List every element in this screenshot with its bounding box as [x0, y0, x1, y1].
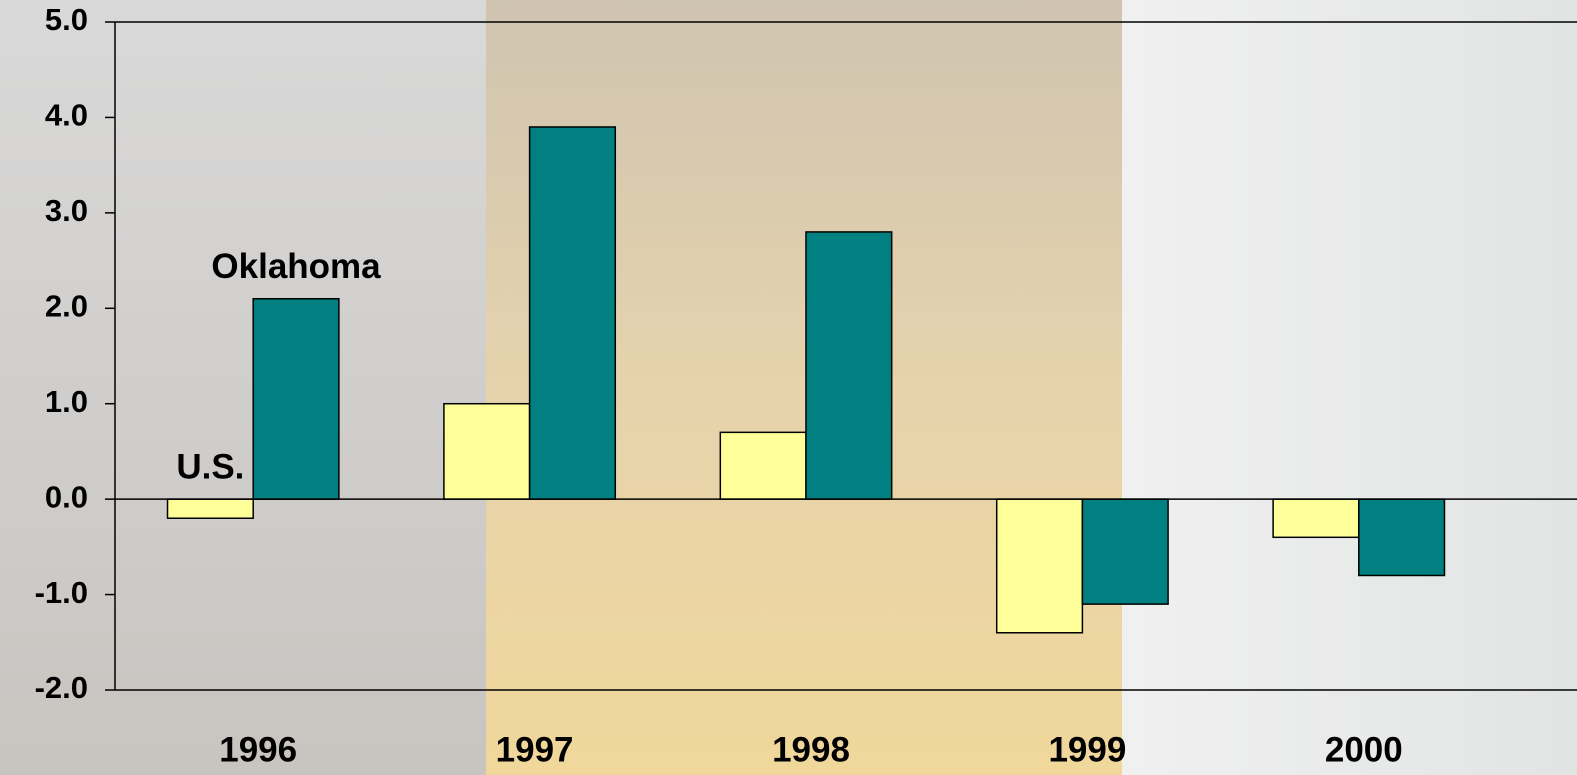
y-tick-label: 1.0 — [45, 384, 88, 419]
y-tick-label: 4.0 — [45, 98, 88, 133]
bar — [719, 431, 807, 500]
y-tick-label: 5.0 — [45, 2, 88, 37]
bar — [443, 402, 531, 500]
legend-label: Oklahoma — [211, 247, 381, 286]
y-tick-label: 0.0 — [45, 479, 88, 514]
y-tick-label: 3.0 — [45, 193, 88, 228]
y-tick-label: 2.0 — [45, 288, 88, 323]
y-tick-label: -1.0 — [35, 575, 88, 610]
bar — [995, 498, 1084, 634]
bar — [1081, 498, 1169, 605]
bar — [1358, 498, 1446, 577]
background-panel — [0, 0, 486, 775]
x-tick-label: 1998 — [772, 730, 850, 769]
x-tick-label: 1997 — [496, 730, 574, 769]
bar — [166, 498, 254, 519]
bar — [528, 126, 617, 500]
legend-label: U.S. — [176, 447, 244, 486]
bar — [252, 297, 340, 500]
x-tick-label: 2000 — [1325, 730, 1403, 769]
bar — [1272, 498, 1360, 539]
bar — [805, 231, 893, 500]
x-tick-label: 1999 — [1048, 730, 1126, 769]
y-tick-label: -2.0 — [35, 670, 88, 705]
x-tick-label: 1996 — [219, 730, 297, 769]
background-panel — [1122, 0, 1577, 775]
